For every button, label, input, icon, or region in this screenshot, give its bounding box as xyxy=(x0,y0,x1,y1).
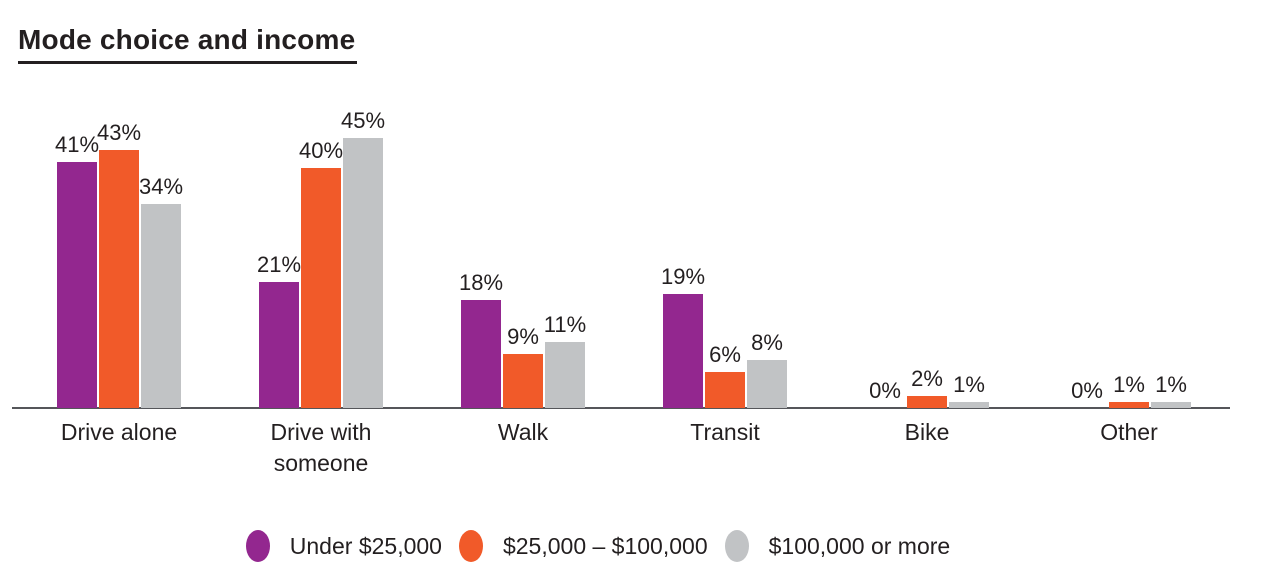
bar-value-label-drive-alone-series1: 43% xyxy=(96,120,142,145)
bar-value-label-bike-series0: 0% xyxy=(869,378,901,403)
bar-walk-series0 xyxy=(461,300,501,408)
category-label-walk: Walk xyxy=(497,419,549,445)
legend-marker-orange-icon xyxy=(458,530,483,562)
legend-label: $100,000 or more xyxy=(768,532,951,559)
bar-value-label-drive-alone-series0: 41% xyxy=(54,132,100,157)
category-label-transit: Transit xyxy=(690,419,760,445)
category-label-drive-alone: Drive alone xyxy=(60,419,178,445)
bar-other-series1 xyxy=(1109,402,1149,408)
bar-transit-series0 xyxy=(663,294,703,408)
bar-bike-series2 xyxy=(949,402,989,408)
bar-drive-with-someone-series0 xyxy=(259,282,299,408)
bar-transit-series2 xyxy=(747,360,787,408)
bar-drive-with-someone-series1 xyxy=(301,168,341,408)
bar-drive-alone-series2 xyxy=(141,204,181,408)
bar-walk-series1 xyxy=(503,354,543,408)
bar-value-label-walk-series0: 18% xyxy=(458,270,504,295)
legend: Under $25,000 $25,000 – $100,000 $100,00… xyxy=(0,527,1196,565)
bar-value-label-other-series0: 0% xyxy=(1071,378,1103,403)
legend-item-under-25000: Under $25,000 xyxy=(245,530,442,562)
bar-value-label-walk-series1: 9% xyxy=(507,324,539,349)
x-axis-line xyxy=(12,407,1230,409)
bar-value-label-other-series2: 1% xyxy=(1155,372,1187,397)
bar-value-label-drive-with-someone-series2: 45% xyxy=(340,108,386,133)
bar-value-label-drive-with-someone-series1: 40% xyxy=(298,138,344,163)
category-label-other: Other xyxy=(1100,419,1158,445)
legend-label: Under $25,000 xyxy=(289,532,442,559)
bar-value-label-walk-series2: 11% xyxy=(543,312,587,337)
bar-walk-series2 xyxy=(545,342,585,408)
bar-transit-series1 xyxy=(705,372,745,408)
chart-title: Mode choice and income xyxy=(18,24,358,64)
bar-value-label-other-series1: 1% xyxy=(1113,372,1145,397)
legend-item-25000-100000: $25,000 – $100,000 xyxy=(458,530,708,562)
legend-marker-purple-icon xyxy=(245,530,270,562)
bar-other-series2 xyxy=(1151,402,1191,408)
bar-value-label-transit-series0: 19% xyxy=(660,264,706,289)
category-label-bike: Bike xyxy=(904,419,950,445)
bar-value-label-bike-series2: 1% xyxy=(953,372,985,397)
bar-bike-series1 xyxy=(907,396,947,408)
legend-marker-gray-icon xyxy=(724,530,749,562)
bar-value-label-transit-series2: 8% xyxy=(751,330,783,355)
bar-drive-alone-series0 xyxy=(57,162,97,408)
bar-value-label-transit-series1: 6% xyxy=(709,342,741,367)
bar-drive-with-someone-series2 xyxy=(343,138,383,408)
bar-value-label-drive-alone-series2: 34% xyxy=(138,174,184,199)
bar-value-label-drive-with-someone-series0: 21% xyxy=(256,252,302,277)
bar-value-label-bike-series1: 2% xyxy=(911,366,943,391)
bar-drive-alone-series1 xyxy=(99,150,139,408)
legend-label: $25,000 – $100,000 xyxy=(502,532,708,559)
legend-item-100000-or-more: $100,000 or more xyxy=(724,530,951,562)
category-label-drive-with-someone: Drive with someone xyxy=(270,419,372,476)
